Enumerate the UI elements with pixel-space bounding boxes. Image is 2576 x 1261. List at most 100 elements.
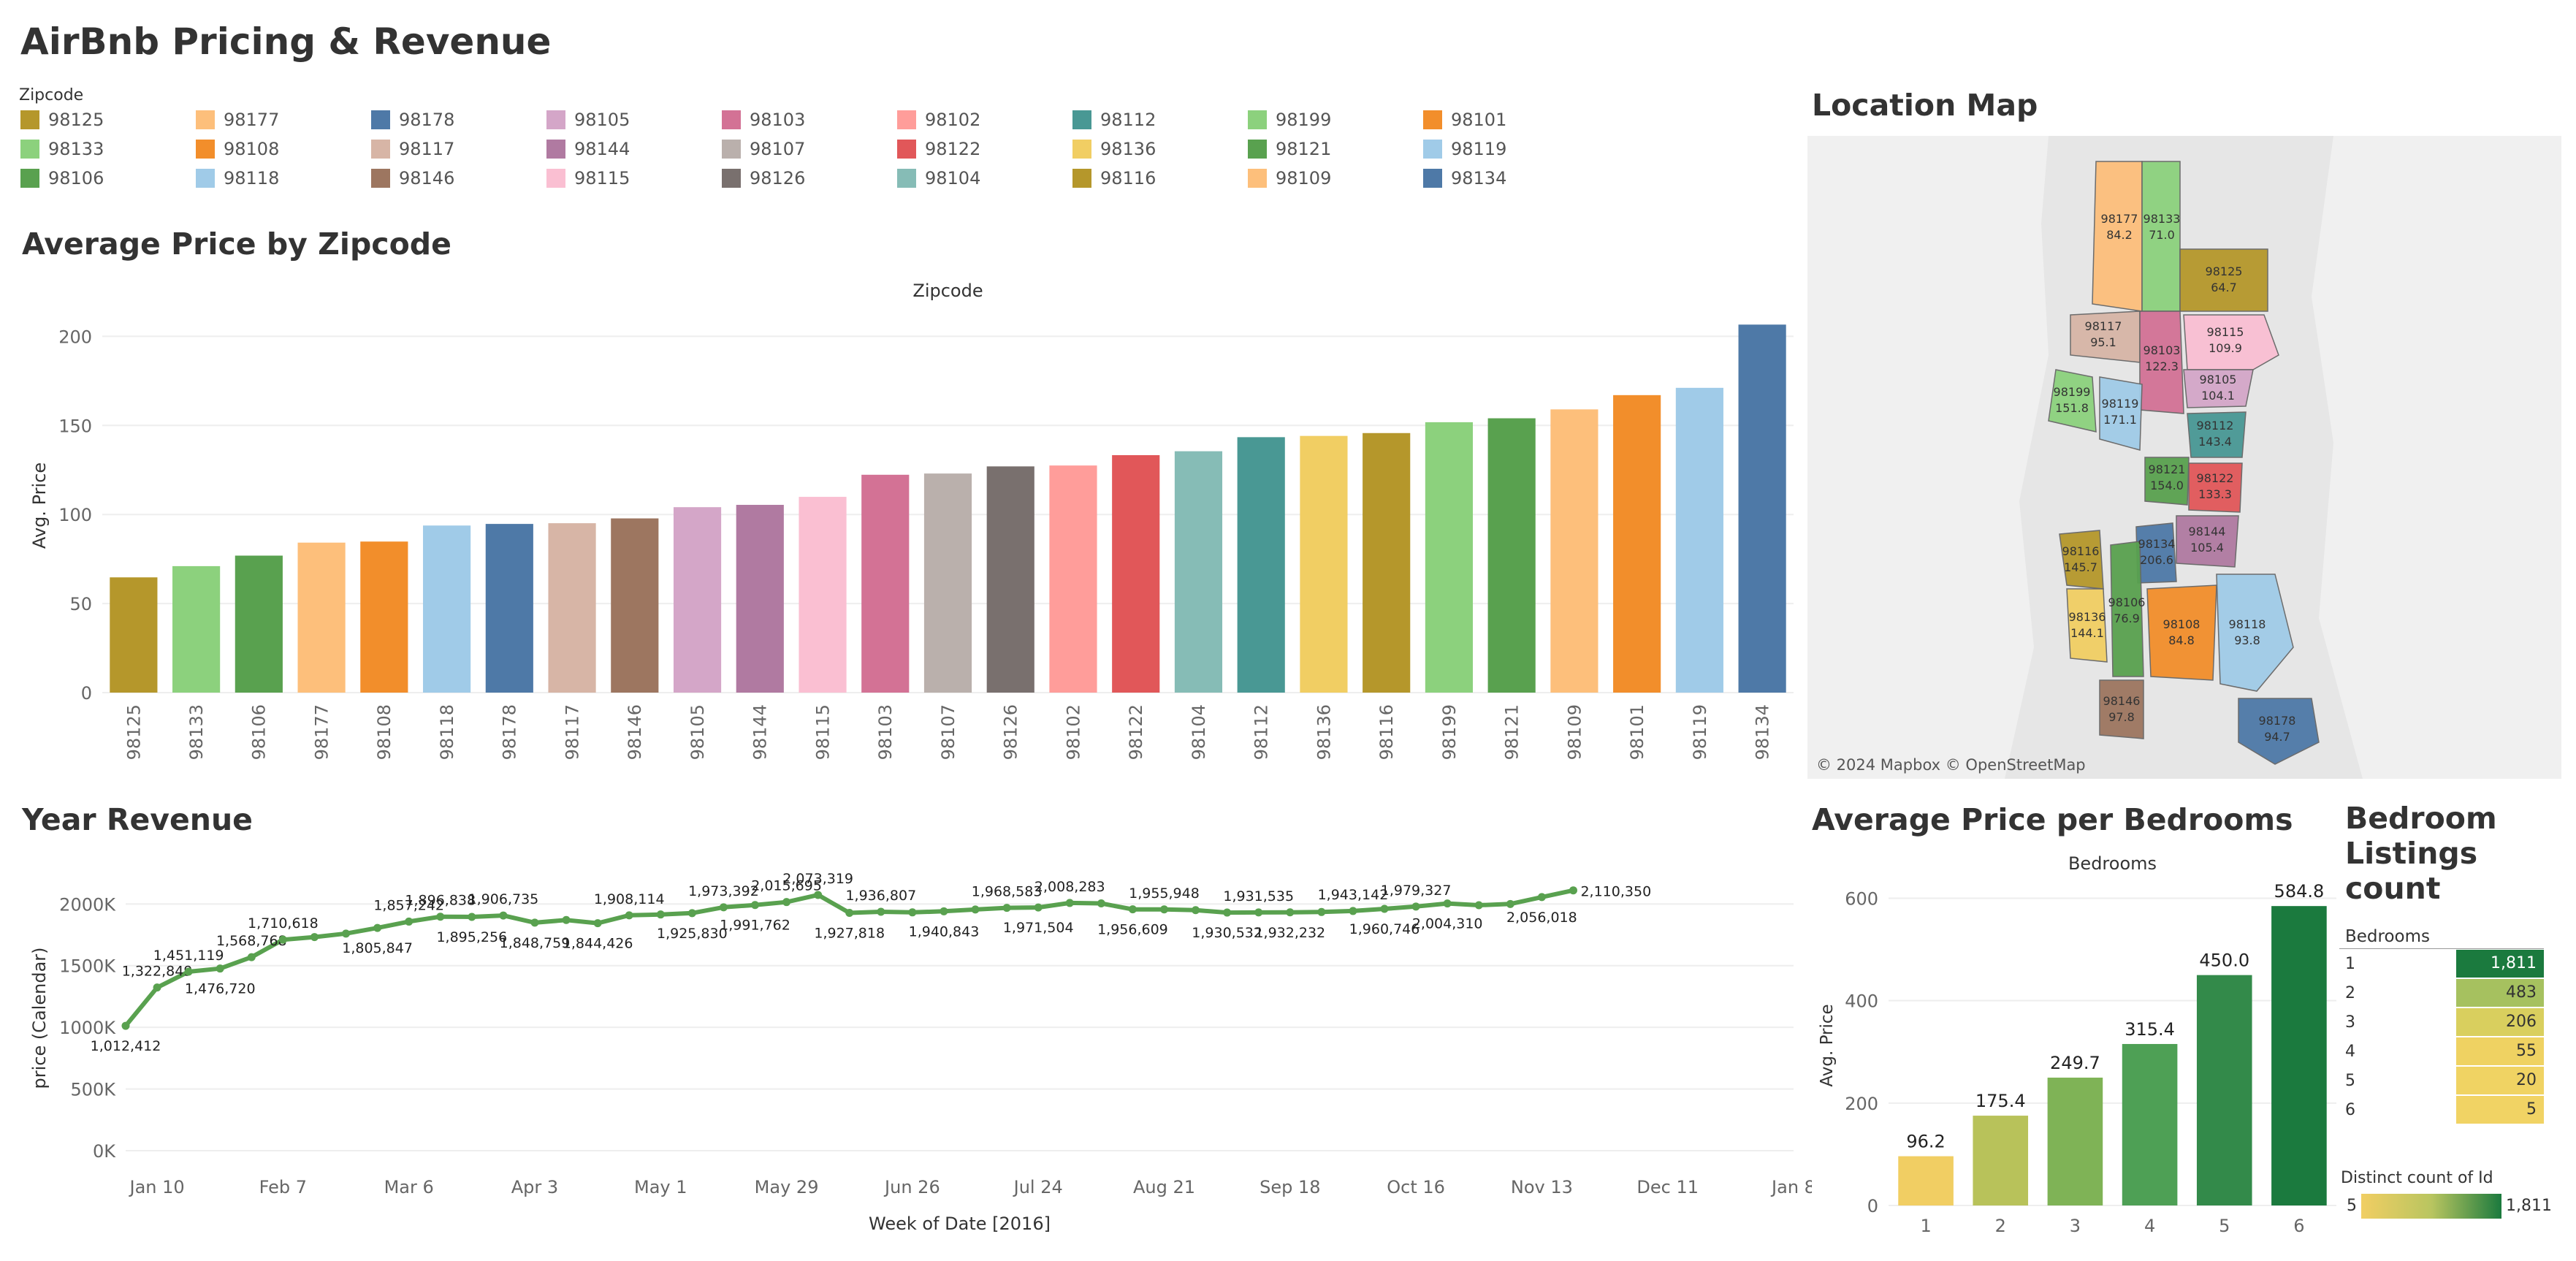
map-zip-label: 98146 bbox=[2103, 694, 2141, 708]
legend-item[interactable]: 98116 bbox=[1072, 168, 1156, 188]
legend-item[interactable]: 98105 bbox=[546, 110, 630, 130]
legend-item[interactable]: 98144 bbox=[546, 139, 630, 159]
legend-item[interactable]: 98146 bbox=[371, 168, 454, 188]
legend-item[interactable]: 98118 bbox=[196, 168, 279, 188]
map-value-label: 97.8 bbox=[2108, 710, 2135, 724]
legend-item[interactable]: 98121 bbox=[1248, 139, 1331, 159]
bar-zip-98105 bbox=[673, 507, 722, 693]
revenue-point bbox=[782, 898, 791, 907]
legend-label: 98122 bbox=[925, 139, 981, 159]
x-tick-label: 98108 bbox=[374, 704, 395, 760]
y-tick-label: 0 bbox=[1867, 1196, 1878, 1216]
legend-item[interactable]: 98102 bbox=[897, 110, 980, 130]
legend-swatch bbox=[1423, 169, 1442, 188]
legend-item[interactable]: 98115 bbox=[546, 168, 630, 188]
data-label: 1,971,504 bbox=[1003, 920, 1074, 936]
bedrooms-chart-title: Average Price per Bedrooms bbox=[1812, 802, 2293, 837]
bar-zip-98134 bbox=[1738, 324, 1786, 693]
x-tick-label: 98122 bbox=[1126, 704, 1146, 760]
y-tick-label: 1500K bbox=[59, 956, 116, 977]
x-tick-label: 98107 bbox=[938, 704, 959, 760]
legend-item[interactable]: 98106 bbox=[20, 168, 104, 188]
map-value-label: 144.1 bbox=[2070, 626, 2104, 640]
legend-item[interactable]: 98103 bbox=[722, 110, 805, 130]
map-region-98125 bbox=[2179, 248, 2268, 312]
legend-item[interactable]: 98134 bbox=[1423, 168, 1506, 188]
count-cell: 483 bbox=[2456, 979, 2544, 1007]
x-tick-label: 98105 bbox=[687, 704, 708, 760]
legend-item[interactable]: 98119 bbox=[1423, 139, 1506, 159]
data-label: 1,476,720 bbox=[185, 981, 256, 997]
map-value-label: 171.1 bbox=[2103, 413, 2137, 427]
legend-item[interactable]: 98125 bbox=[20, 110, 104, 130]
listings-title-line: count bbox=[2345, 871, 2441, 906]
revenue-title: Year Revenue bbox=[22, 802, 253, 837]
legend-item[interactable]: 98107 bbox=[722, 139, 805, 159]
bar-zip-98112 bbox=[1237, 437, 1285, 693]
map-zip-label: 98119 bbox=[2102, 397, 2139, 411]
y-tick-label: 200 bbox=[1845, 1094, 1878, 1114]
map-zip-label: 98116 bbox=[2062, 544, 2100, 558]
map-value-label: 84.8 bbox=[2168, 633, 2195, 647]
data-label: 1,805,847 bbox=[342, 940, 413, 956]
legend-label: 98104 bbox=[925, 168, 981, 188]
land-east bbox=[2312, 136, 2561, 779]
revenue-point bbox=[908, 908, 917, 917]
y-tick-label: 0K bbox=[93, 1141, 116, 1162]
data-label: 450.0 bbox=[2199, 950, 2249, 971]
bar-bedrooms-6 bbox=[2271, 906, 2327, 1205]
map-region-98122 bbox=[2188, 462, 2243, 513]
y-tick-label: 2000K bbox=[59, 894, 116, 915]
data-label: 1,955,948 bbox=[1129, 885, 1200, 902]
bedrooms-cell: 6 bbox=[2345, 1100, 2355, 1119]
legend-item[interactable]: 98177 bbox=[196, 110, 279, 130]
x-tick-label: 98101 bbox=[1627, 704, 1647, 760]
map-zip-label: 98178 bbox=[2259, 714, 2296, 728]
map-zip-label: 98122 bbox=[2197, 471, 2234, 485]
bedrooms-cell: 2 bbox=[2345, 983, 2355, 1002]
bar-bedrooms-4 bbox=[2122, 1043, 2178, 1205]
legend-item[interactable]: 98199 bbox=[1248, 110, 1331, 130]
color-scale-max: 1,811 bbox=[2506, 1197, 2552, 1215]
legend-label: 98101 bbox=[1451, 110, 1507, 130]
map-value-label: 154.0 bbox=[2150, 479, 2184, 492]
legend-item[interactable]: 98112 bbox=[1072, 110, 1156, 130]
map-zip-label: 98117 bbox=[2085, 319, 2122, 333]
data-label: 2,004,310 bbox=[1412, 916, 1483, 932]
bar-zip-98121 bbox=[1487, 418, 1536, 693]
x-tick-label: 98133 bbox=[186, 704, 207, 760]
x-tick-label: 98106 bbox=[249, 704, 270, 760]
revenue-point bbox=[1537, 893, 1546, 902]
legend-item[interactable]: 98108 bbox=[196, 139, 279, 159]
data-label: 96.2 bbox=[1906, 1132, 1945, 1152]
legend-swatch bbox=[1248, 110, 1267, 129]
revenue-point bbox=[751, 901, 760, 910]
legend-item[interactable]: 98104 bbox=[897, 168, 980, 188]
legend-item[interactable]: 98126 bbox=[722, 168, 805, 188]
x-tick-label: Jun 26 bbox=[883, 1177, 940, 1197]
legend-swatch bbox=[1423, 110, 1442, 129]
count-cell: 5 bbox=[2456, 1096, 2544, 1124]
x-tick-label: 98102 bbox=[1063, 704, 1083, 760]
legend-item[interactable]: 98136 bbox=[1072, 139, 1156, 159]
legend-item[interactable]: 98109 bbox=[1248, 168, 1331, 188]
data-label: 1,908,114 bbox=[594, 891, 665, 907]
location-map[interactable]: 98177 84.2 98133 71.0 98125 64.7 98117 95.1 9810… bbox=[1807, 136, 2561, 779]
legend-item[interactable]: 98178 bbox=[371, 110, 454, 130]
map-region-98106 bbox=[2110, 541, 2144, 677]
legend-label: 98177 bbox=[224, 110, 280, 130]
legend-item[interactable]: 98117 bbox=[371, 139, 454, 159]
table-row: 2 483 bbox=[2339, 978, 2544, 1007]
legend-item[interactable]: 98122 bbox=[897, 139, 980, 159]
revenue-point bbox=[499, 911, 508, 920]
legend-swatch bbox=[196, 110, 215, 129]
y-tick-label: 200 bbox=[58, 327, 92, 347]
legend-item[interactable]: 98133 bbox=[20, 139, 104, 159]
legend-label: 98109 bbox=[1276, 168, 1332, 188]
data-label: 1,943,142 bbox=[1318, 887, 1389, 903]
legend-item[interactable]: 98101 bbox=[1423, 110, 1506, 130]
revenue-point bbox=[814, 891, 823, 899]
x-tick-label: Jan 8 bbox=[1770, 1177, 1812, 1197]
map-attribution: © 2024 Mapbox © OpenStreetMap bbox=[1816, 756, 2086, 774]
